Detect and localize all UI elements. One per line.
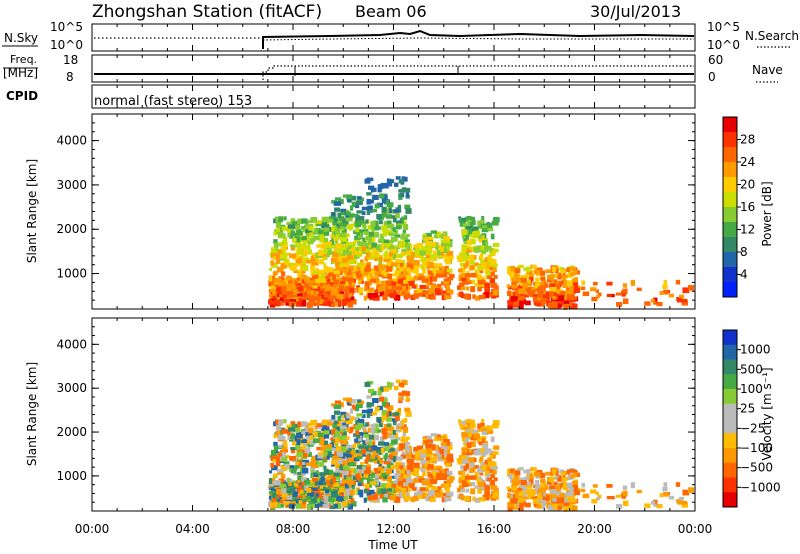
colorbar-tick-label: −100: [740, 441, 773, 455]
colorbar-tick-label: 4: [740, 268, 748, 282]
x-axis-label: Time UT: [367, 538, 418, 552]
colorbar-tick-label: 12: [740, 223, 755, 237]
colorbar-swatch: [723, 162, 737, 178]
freq-panel: Freq. [MHz] 18 8 60 0 Nave: [3, 53, 783, 84]
colorbar-tick-label: 20: [740, 178, 755, 192]
colorbar-swatch: [723, 462, 737, 478]
colorbar-swatch: [723, 448, 737, 464]
colorbar-tick-label: −500: [740, 461, 773, 475]
x-tick-label: 04:00: [175, 522, 210, 536]
cpid-label: CPID: [6, 89, 38, 103]
colorbar-swatch: [723, 359, 737, 375]
power-panel: 1000 2000 3000 4000 Slant Range [km] 28 24 20…: [25, 113, 774, 310]
colorbar-swatch: [723, 492, 737, 508]
power-colorbar: 28 24 20 16 12 8 4: [722, 116, 755, 298]
power-ylabel: Slant Range [km]: [25, 159, 39, 263]
colorbar-swatch: [723, 207, 737, 223]
colorbar-swatch: [723, 433, 737, 449]
colorbar-swatch: [723, 418, 737, 434]
colorbar-swatch: [723, 374, 737, 390]
cpid-value: normal (fast stereo) 153: [94, 94, 252, 109]
beam-label: Beam 06: [355, 2, 427, 21]
velocity-colorbar: 1000 500 100 25 −25 −100 −500 −1000: [722, 329, 781, 508]
y-tick-label: 3000: [56, 178, 87, 192]
y-tick-label: 1000: [56, 469, 87, 483]
nsky-panel: N.Sky 10^5 10^0 10^5 10^0 N.Search: [2, 20, 799, 52]
colorbar-swatch: [723, 389, 737, 405]
date-label: 30/Jul/2013: [590, 2, 681, 21]
velocity-data: [267, 379, 695, 513]
x-tick-label: 08:00: [276, 522, 311, 536]
nave-label: Nave: [752, 63, 783, 77]
y-tick-label: 4000: [56, 337, 87, 351]
nsky-label: N.Sky: [4, 31, 38, 45]
x-tick-label: 20:00: [577, 522, 612, 536]
colorbar-tick-label: 1000: [740, 343, 771, 357]
freq-tick-top: 18: [63, 53, 78, 67]
nsky-line: [262, 29, 695, 49]
colorbar-swatch: [723, 132, 737, 148]
colorbar-tick-label: 28: [740, 133, 755, 147]
colorbar-swatch: [723, 330, 737, 346]
colorbar-swatch: [723, 267, 737, 283]
x-tick-label: 16:00: [477, 522, 512, 536]
colorbar-swatch: [723, 344, 737, 360]
x-tick-label: 12:00: [376, 522, 411, 536]
colorbar-tick-label: 8: [740, 245, 748, 259]
power-yticks: 1000 2000 3000 4000: [56, 113, 695, 301]
y-tick-label: 2000: [56, 425, 87, 439]
x-axis-ticks: 00:00 04:00 08:00 12:00 16:00 20:00 00:00: [75, 24, 713, 536]
colorbar-tick-label: −25: [740, 421, 765, 435]
colorbar-swatch: [723, 222, 737, 238]
colorbar-swatch: [723, 147, 737, 163]
nave-tick-top: 60: [708, 53, 723, 67]
colorbar-swatch: [723, 282, 737, 298]
nave-tick-bottom: 0: [708, 70, 716, 84]
freq-tick-bottom: 8: [66, 70, 74, 84]
velocity-yticks: 1000 2000 3000 4000: [56, 317, 695, 503]
colorbar-tick-label: 25: [740, 402, 755, 416]
power-colorbar-label: Power [dB]: [760, 181, 774, 246]
figure-title: Zhongshan Station (fitACF): [92, 2, 322, 22]
y-tick-label: 3000: [56, 381, 87, 395]
colorbar-tick-label: −1000: [740, 480, 781, 494]
nsearch-tick-bottom: 10^0: [707, 38, 740, 52]
freq-label-1: Freq.: [10, 53, 37, 66]
nsearch-tick-top: 10^5: [707, 20, 740, 34]
y-tick-label: 1000: [56, 267, 87, 281]
cpid-panel: CPID normal (fast stereo) 153: [6, 84, 696, 109]
colorbar-swatch: [723, 192, 737, 208]
velocity-colorbar-label: Velocity [m s⁻¹]: [760, 367, 774, 460]
colorbar-swatch: [723, 403, 737, 419]
nsearch-label: N.Search: [745, 29, 799, 43]
colorbar-swatch: [723, 177, 737, 193]
freq-label-2: [MHz]: [3, 66, 38, 80]
colorbar-swatch: [723, 237, 737, 253]
x-tick-label: 00:00: [678, 522, 713, 536]
colorbar-swatch: [723, 252, 737, 268]
x-tick-label: 00:00: [75, 522, 110, 536]
colorbar-tick-label: 100: [740, 382, 763, 396]
velocity-panel: 1000 2000 3000 4000 Slant Range [km] 1000 50…: [25, 317, 781, 513]
y-tick-label: 2000: [56, 222, 87, 236]
velocity-ylabel: Slant Range [km]: [25, 362, 39, 466]
power-data: [267, 176, 695, 310]
nsky-tick-bottom: 10^0: [50, 38, 83, 52]
colorbar-tick-label: 24: [740, 155, 755, 169]
colorbar-tick-label: 500: [740, 362, 763, 376]
colorbar-swatch: [723, 477, 737, 493]
nsky-tick-top: 10^5: [50, 20, 83, 34]
colorbar-tick-label: 16: [740, 200, 755, 214]
colorbar-swatch: [723, 117, 737, 133]
y-tick-label: 4000: [56, 134, 87, 148]
